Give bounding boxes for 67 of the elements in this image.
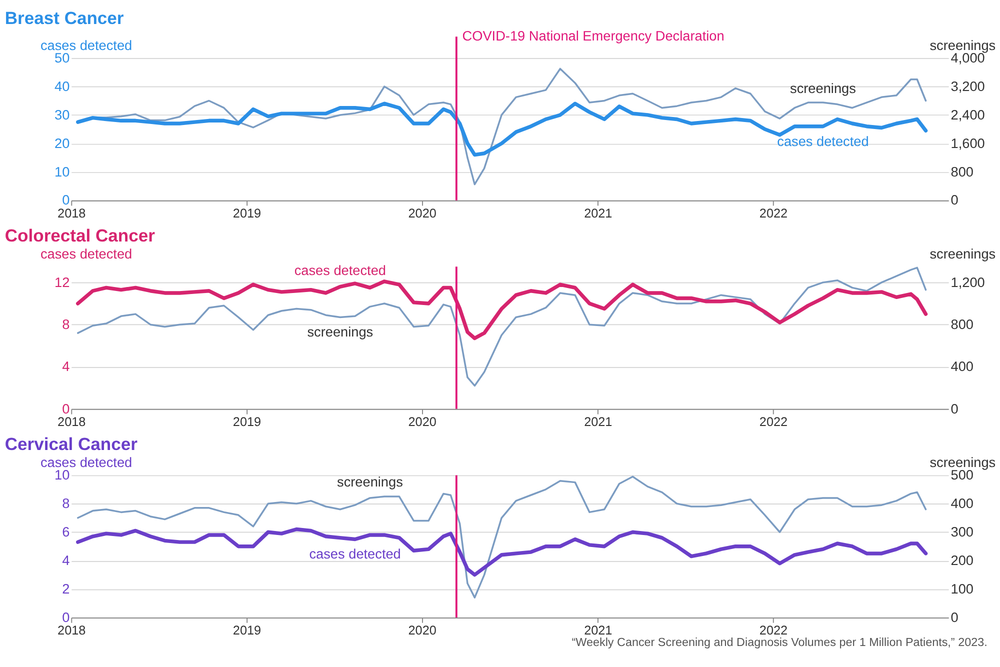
- y-axis-title: cases detected: [40, 38, 132, 53]
- y-tick-label: 20: [54, 136, 70, 151]
- y-tick-label: 30: [54, 107, 70, 122]
- y2-tick-label: 0: [950, 610, 959, 625]
- chart-title: Breast Cancer: [4, 8, 124, 28]
- ref-line-label: COVID-19 National Emergency Declaration: [462, 28, 724, 44]
- series-label: screenings: [790, 80, 856, 96]
- x-tick-label: 2020: [408, 206, 436, 220]
- y2-axis-title: screenings: [930, 38, 996, 53]
- line-series: [76, 266, 927, 387]
- y2-tick-label: 0: [950, 192, 959, 208]
- x-tick-label: 2019: [232, 206, 262, 220]
- y-tick-label: 0: [62, 401, 70, 416]
- y-tick-label: 8: [62, 316, 70, 332]
- y-tick-label: 4: [62, 552, 70, 568]
- y-axis-title: cases detected: [40, 246, 132, 262]
- x-tick-label: 2018: [58, 206, 86, 220]
- y-tick-label: 12: [54, 274, 70, 290]
- x-tick-label: 2018: [58, 624, 86, 638]
- y-tick-label: 6: [62, 524, 70, 540]
- x-tick-label: 2021: [584, 624, 612, 638]
- y-tick-label: 8: [62, 496, 70, 512]
- y2-tick-label: 1,200: [950, 274, 986, 290]
- y-tick-label: 2: [62, 581, 70, 596]
- series-label: screenings: [337, 474, 404, 490]
- x-tick-label: 2022: [759, 206, 788, 220]
- line-series: [76, 527, 928, 577]
- y2-tick-label: 800: [950, 164, 974, 180]
- y2-axis-title: screenings: [930, 454, 996, 470]
- series-label: cases detected: [309, 546, 401, 562]
- x-tick-label: 2022: [759, 414, 788, 429]
- text: “Weekly Cancer Screening and Diagnosis Volumes per 1 Million Patients,” 2023.: [572, 636, 988, 649]
- x-tick-label: 2021: [584, 414, 612, 429]
- y2-tick-label: 100: [950, 581, 974, 596]
- x-tick-label: 2019: [232, 624, 262, 638]
- x-tick-label: 2019: [232, 414, 262, 429]
- chart-title: Colorectal Cancer: [4, 225, 156, 246]
- y-tick-label: 0: [62, 192, 70, 208]
- y-axis-title: cases detected: [40, 454, 132, 470]
- y-tick-label: 10: [54, 468, 70, 483]
- line-series: [76, 102, 928, 157]
- x-tick-label: 2021: [584, 206, 612, 220]
- y2-tick-label: 500: [950, 468, 974, 483]
- x-tick-label: 2020: [408, 414, 436, 429]
- x-tick-label: 2022: [759, 624, 788, 638]
- y2-tick-label: 400: [950, 359, 974, 374]
- y2-axis-title: screenings: [930, 246, 996, 262]
- y2-tick-label: 0: [950, 401, 959, 416]
- y2-tick-label: 2,400: [950, 107, 986, 122]
- y-tick-label: 50: [54, 50, 70, 66]
- series-label: cases detected: [294, 262, 386, 278]
- y2-tick-label: 400: [950, 496, 974, 512]
- x-tick-label: 2018: [58, 414, 86, 429]
- y-tick-label: 40: [54, 78, 70, 94]
- y2-tick-label: 200: [950, 552, 974, 568]
- y-tick-label: 0: [62, 610, 70, 625]
- line-series: [76, 476, 927, 598]
- x-tick-label: 2020: [408, 624, 436, 638]
- series-label: cases detected: [777, 134, 869, 149]
- y2-tick-label: 3,200: [950, 78, 986, 94]
- y2-tick-label: 800: [950, 316, 974, 332]
- series-label: screenings: [307, 324, 374, 340]
- chart-title: Cervical Cancer: [4, 434, 138, 454]
- y-tick-label: 4: [62, 359, 70, 374]
- y-tick-label: 10: [54, 164, 70, 180]
- y2-tick-label: 1,600: [950, 136, 986, 151]
- y2-tick-label: 300: [950, 524, 974, 540]
